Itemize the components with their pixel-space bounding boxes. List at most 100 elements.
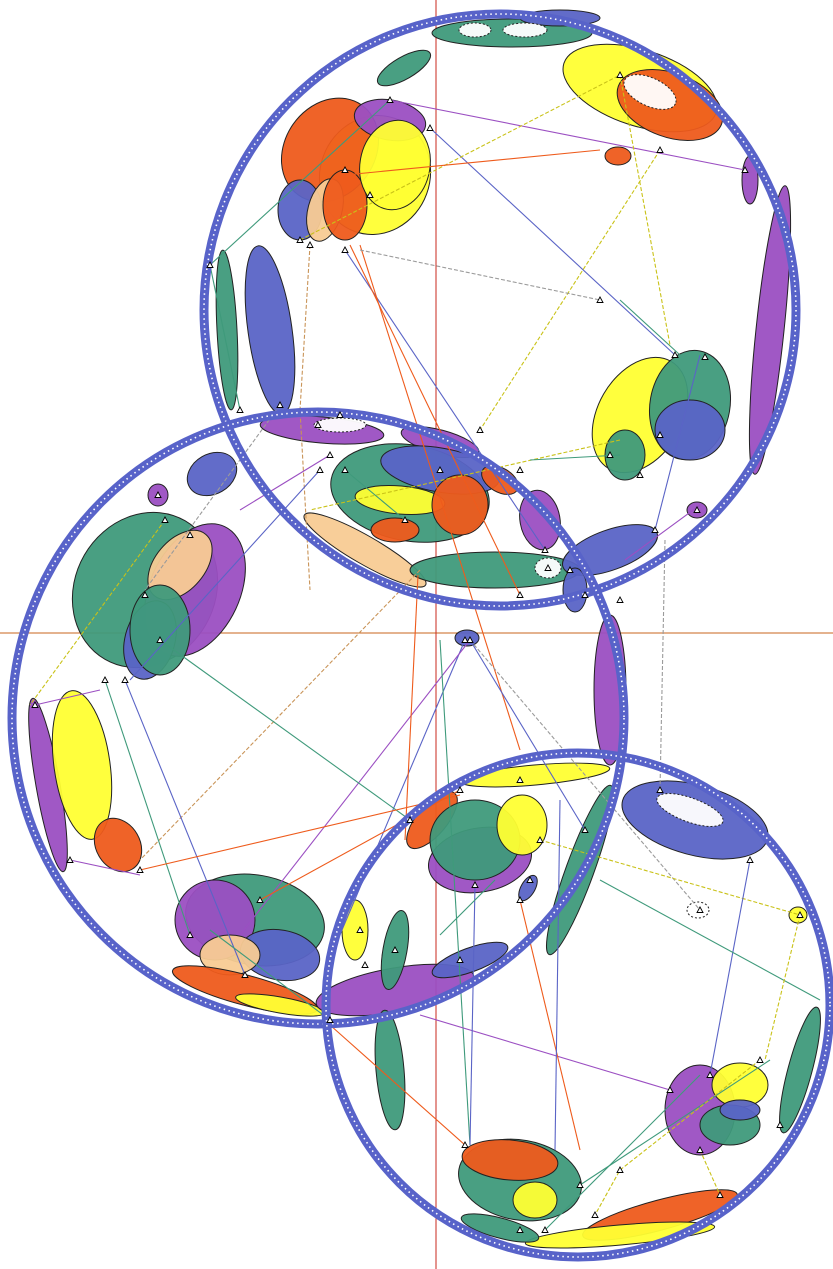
node-marker-64: [756, 1056, 764, 1063]
node-marker-46: [326, 1016, 334, 1023]
node-marker-70: [576, 1181, 584, 1188]
node-marker-19: [341, 466, 349, 473]
node-marker-55: [471, 881, 479, 888]
edge-grey-48: [359, 249, 601, 301]
edge-blue-14: [129, 469, 321, 681]
edge-orange-3: [344, 149, 601, 176]
node-marker-49: [461, 636, 469, 643]
edge-purple-50: [624, 504, 701, 561]
region-right-big-blue: [654, 399, 726, 461]
node-marker-35: [141, 591, 149, 598]
node-marker-66: [696, 1146, 704, 1153]
connector-nodes: [31, 71, 804, 1233]
edge-green-10: [619, 299, 681, 356]
node-marker-76: [391, 946, 399, 953]
region-top-left-yellow-2: [359, 119, 431, 211]
node-marker-39: [156, 636, 164, 643]
node-marker-26: [544, 564, 552, 571]
region-top-white-1: [458, 22, 492, 38]
node-marker-4: [386, 96, 394, 103]
edge-grey-16: [144, 404, 281, 591]
node-marker-61: [746, 856, 754, 863]
edge-olive-39: [764, 914, 801, 1061]
region-left-green-stripe: [215, 249, 239, 411]
node-marker-15: [236, 406, 244, 413]
region-blobs: [28, 9, 821, 1249]
node-marker-69: [541, 1226, 549, 1233]
node-marker-72: [616, 1166, 624, 1173]
edge-purple-34: [419, 1014, 671, 1091]
node-marker-37: [101, 676, 109, 683]
node-marker-48: [456, 786, 464, 793]
region-top-white-2: [502, 22, 548, 38]
node-marker-17: [336, 411, 344, 418]
node-marker-50: [466, 636, 474, 643]
edge-tan-19: [139, 569, 421, 861]
edge-green-51: [209, 929, 331, 1021]
edge-purple-28: [34, 689, 101, 706]
node-marker-41: [66, 856, 74, 863]
edge-olive-17: [29, 519, 166, 706]
edge-blue-21: [469, 639, 586, 831]
ring-circles: [7, 9, 833, 1262]
region-center-orange-small: [370, 517, 420, 543]
node-marker-42: [136, 866, 144, 873]
edge-orange-24: [404, 574, 419, 841]
edge-green-38: [599, 879, 821, 1001]
ring-bottom-pattern: [325, 752, 831, 1258]
node-marker-7: [656, 146, 664, 153]
node-marker-43: [186, 931, 194, 938]
node-marker-30: [651, 526, 659, 533]
region-mid-blue-drop: [186, 451, 238, 497]
edge-orange-8: [359, 244, 521, 751]
node-marker-34: [161, 516, 169, 523]
node-marker-58: [656, 786, 664, 793]
node-marker-12: [636, 471, 644, 478]
node-marker-79: [596, 296, 604, 303]
edge-blue-44: [469, 884, 476, 1146]
edge-olive-42: [594, 1059, 761, 1216]
edge-green-15: [344, 469, 406, 521]
node-marker-24: [541, 546, 549, 553]
node-marker-60: [796, 911, 804, 918]
edge-green-41: [544, 1074, 701, 1231]
edge-blue-6: [344, 249, 546, 551]
region-lower-green-long: [374, 1009, 406, 1131]
edge-green-49: [529, 454, 621, 461]
edge-blue-20: [324, 639, 466, 971]
edge-green-4: [209, 99, 391, 266]
node-marker-27: [566, 566, 574, 573]
node-marker-2: [341, 166, 349, 173]
edge-blue-47: [554, 799, 561, 1151]
node-marker-65: [776, 1121, 784, 1128]
edge-green-32: [439, 639, 471, 1146]
node-marker-25: [516, 591, 524, 598]
node-marker-44: [241, 971, 249, 978]
edge-green-40: [579, 1059, 771, 1186]
region-bottom-left-yellow: [512, 1181, 558, 1219]
node-marker-8: [671, 351, 679, 358]
node-marker-1: [306, 241, 314, 248]
node-marker-13: [341, 246, 349, 253]
region-left-orange-stripe: [93, 817, 143, 873]
region-bottom-ring-yellow: [496, 794, 548, 856]
edge-grey-46: [659, 539, 666, 791]
edge-green-25: [159, 639, 411, 821]
node-marker-29: [616, 596, 624, 603]
region-center-peach-band: [303, 512, 427, 588]
region-lower-blue-band: [431, 941, 509, 979]
node-marker-9: [701, 353, 709, 360]
edge-olive-36: [539, 839, 801, 916]
node-marker-45: [256, 896, 264, 903]
node-marker-75: [361, 961, 369, 968]
node-marker-0: [296, 236, 304, 243]
node-marker-74: [356, 926, 364, 933]
node-marker-73: [516, 1226, 524, 1233]
node-marker-5: [426, 124, 434, 131]
node-marker-28: [581, 591, 589, 598]
edge-grey-22: [469, 639, 701, 911]
region-top-white-right: [623, 74, 677, 110]
edge-blue-37: [709, 859, 751, 1076]
edge-blue-26: [124, 679, 246, 976]
connector-edges: [29, 74, 821, 1231]
